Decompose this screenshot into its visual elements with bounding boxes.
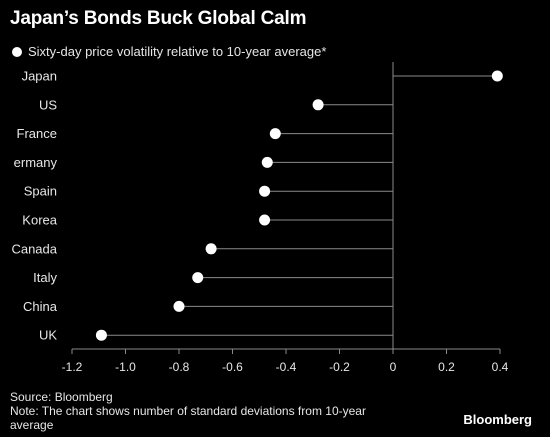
category-label: ermany [14,155,58,170]
data-point [259,185,271,197]
category-label: China [23,299,58,314]
data-point [312,99,324,111]
x-tick-label: -0.8 [169,360,190,374]
category-label: France [17,126,57,141]
x-tick-label: -1.0 [115,360,136,374]
data-point [259,214,271,226]
note-text: Note: The chart shows number of standard… [10,404,366,432]
x-tick-label: 0 [390,360,397,374]
x-tick-label: 0.4 [492,360,509,374]
category-label: Korea [22,213,57,228]
data-point [205,243,217,255]
bloomberg-logo: Bloomberg [463,412,532,427]
data-point [261,156,273,168]
x-tick-label: -1.2 [62,360,83,374]
data-point [192,272,204,284]
category-label: Spain [24,184,57,199]
data-point [95,329,107,341]
category-label: US [39,97,57,112]
category-label: Italy [33,270,57,285]
source-text: Source: Bloomberg [10,390,113,404]
x-tick-label: -0.2 [329,360,350,374]
category-label: UK [39,328,57,343]
category-label: Japan [22,69,57,84]
x-tick-label: 0.2 [438,360,455,374]
data-point [491,70,503,82]
data-point [173,300,185,312]
legend-label: Sixty-day price volatility relative to 1… [28,44,327,59]
legend-marker-icon [12,46,22,57]
legend: Sixty-day price volatility relative to 1… [12,44,326,59]
x-tick-label: -0.4 [276,360,297,374]
chart-footer: Source: Bloomberg Note: The chart shows … [10,390,400,432]
category-label: Canada [11,241,57,256]
data-point [269,128,281,140]
x-tick-label: -0.6 [222,360,243,374]
chart-title: Japan’s Bonds Buck Global Calm [10,8,307,29]
